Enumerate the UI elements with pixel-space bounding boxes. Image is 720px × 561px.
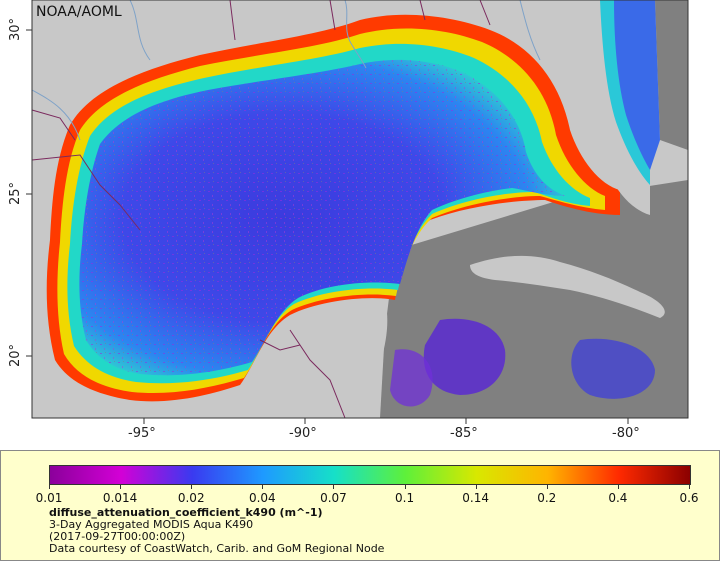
colorbar-tick-mark [333,484,335,489]
lat-tick-30: 30° [8,17,24,42]
lat-tick-20: 20° [8,343,24,368]
colorbar-tick-label: 0.1 [395,491,415,505]
credit-label: NOAA/AOML [36,4,122,20]
guatemala-border [259,339,301,351]
cuba-landmass [470,255,665,318]
chlorophyll-speckle [79,59,566,376]
legend-panel: diffuse_attenuation_coefficient_k490 (m^… [0,450,720,561]
state-borders [229,0,491,41]
legend-text: diffuse_attenuation_coefficient_k490 (m^… [49,507,384,555]
river-rio-grande [31,89,81,141]
colorbar-tick-label: 0.2 [537,491,557,505]
colorbar-tick-mark [689,484,690,489]
colorbar [49,465,691,485]
time-stamp: (2017-09-27T00:00:00Z) [49,530,186,543]
lon-tick-80: -80° [612,426,640,441]
lon-tick-90: -90° [289,426,317,441]
map-canvas [26,0,689,424]
colorbar-tick-label: 0.01 [35,491,63,505]
mexico-border [31,154,141,231]
colorbar-tick-label: 0.6 [679,491,699,505]
lon-tick-85: -85° [450,426,478,441]
yucatan-landmass [245,298,388,418]
florida-east-coast-water [610,0,660,170]
river-mississippi [344,0,367,69]
colorbar-tick-mark [120,484,122,489]
plot-frame [31,0,689,419]
colorbar-tick-mark [191,484,193,489]
colorbar-tick-mark [546,484,548,489]
river-misc [129,0,541,61]
axis-ticks [26,29,629,424]
map-frame: NOAA/AOML 30° 25° 20° -95° -90° -85° -80… [8,0,689,441]
colorbar-tick-label: 0.02 [177,491,205,505]
no-data-atlantic [655,0,688,150]
florida-east-coast-band [600,0,650,185]
us-mexico-border [31,109,76,141]
caribbean-data-patch-3 [571,338,655,399]
colorbar-tick-mark [49,484,50,489]
colorbar-tick-mark [475,484,477,489]
caribbean-data-patch [423,318,506,395]
colorbar-tick-label: 0.4 [608,491,628,505]
lat-tick-25: 25° [8,181,24,206]
lon-tick-95: -95° [128,426,156,441]
data-courtesy: Data courtesy of CoastWatch, Carib. and … [49,542,385,555]
florida-landmass [560,0,650,215]
colorbar-tick-label: 0.04 [248,491,276,505]
colorbar-tick-label: 0.014 [102,491,138,505]
colorbar-tick-label: 0.07 [320,491,347,505]
colorbar-tick-label: 0.14 [462,491,490,505]
dataset-name: 3-Day Aggregated MODIS Aqua K490 [49,518,254,531]
colorbar-tick-mark [404,484,406,489]
colorbar-tick-mark [262,484,264,489]
caribbean-data-patch-2 [390,349,433,407]
colorbar-tick-mark [617,484,619,489]
variable-name: diffuse_attenuation_coefficient_k490 (m^… [49,506,323,519]
